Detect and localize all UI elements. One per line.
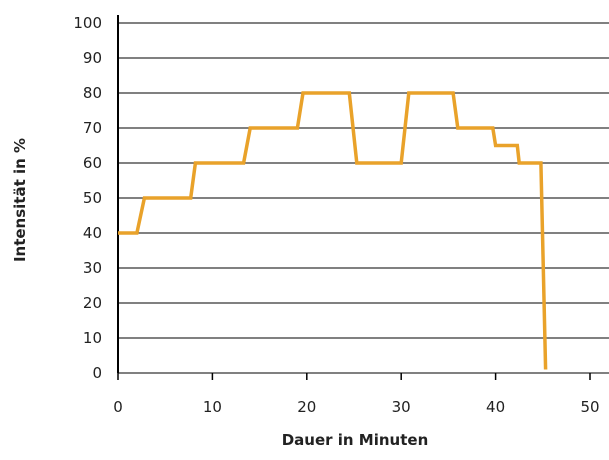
- series-layer: [118, 91, 548, 370]
- y-tick-label: 40: [83, 224, 102, 242]
- x-axis-title: Dauer in Minuten: [282, 431, 429, 449]
- x-tick-label: 40: [486, 398, 505, 416]
- x-tick-label: 10: [203, 398, 222, 416]
- y-tick-label: 90: [83, 49, 102, 67]
- x-tick-label: 50: [580, 398, 599, 416]
- y-tick-label: 100: [73, 14, 102, 32]
- x-tick-label: 30: [392, 398, 411, 416]
- y-tick-label: 30: [83, 259, 102, 277]
- y-tick-label: 10: [83, 329, 102, 347]
- y-axis-title: Intensität in %: [11, 138, 29, 262]
- x-tick-labels: 0 10 20 30 40 50: [113, 373, 600, 416]
- x-tick-label: 0: [113, 398, 123, 416]
- y-tick-label: 50: [83, 189, 102, 207]
- y-tick-labels: 0 10 20 30 40 50 60 70 80 90 100: [73, 14, 102, 382]
- y-tick-label: 60: [83, 154, 102, 172]
- y-tick-label: 80: [83, 84, 102, 102]
- y-tick-label: 70: [83, 119, 102, 137]
- series-line-0: [118, 91, 548, 370]
- y-tick-label: 0: [92, 364, 102, 382]
- x-tick-label: 20: [297, 398, 316, 416]
- y-tick-label: 20: [83, 294, 102, 312]
